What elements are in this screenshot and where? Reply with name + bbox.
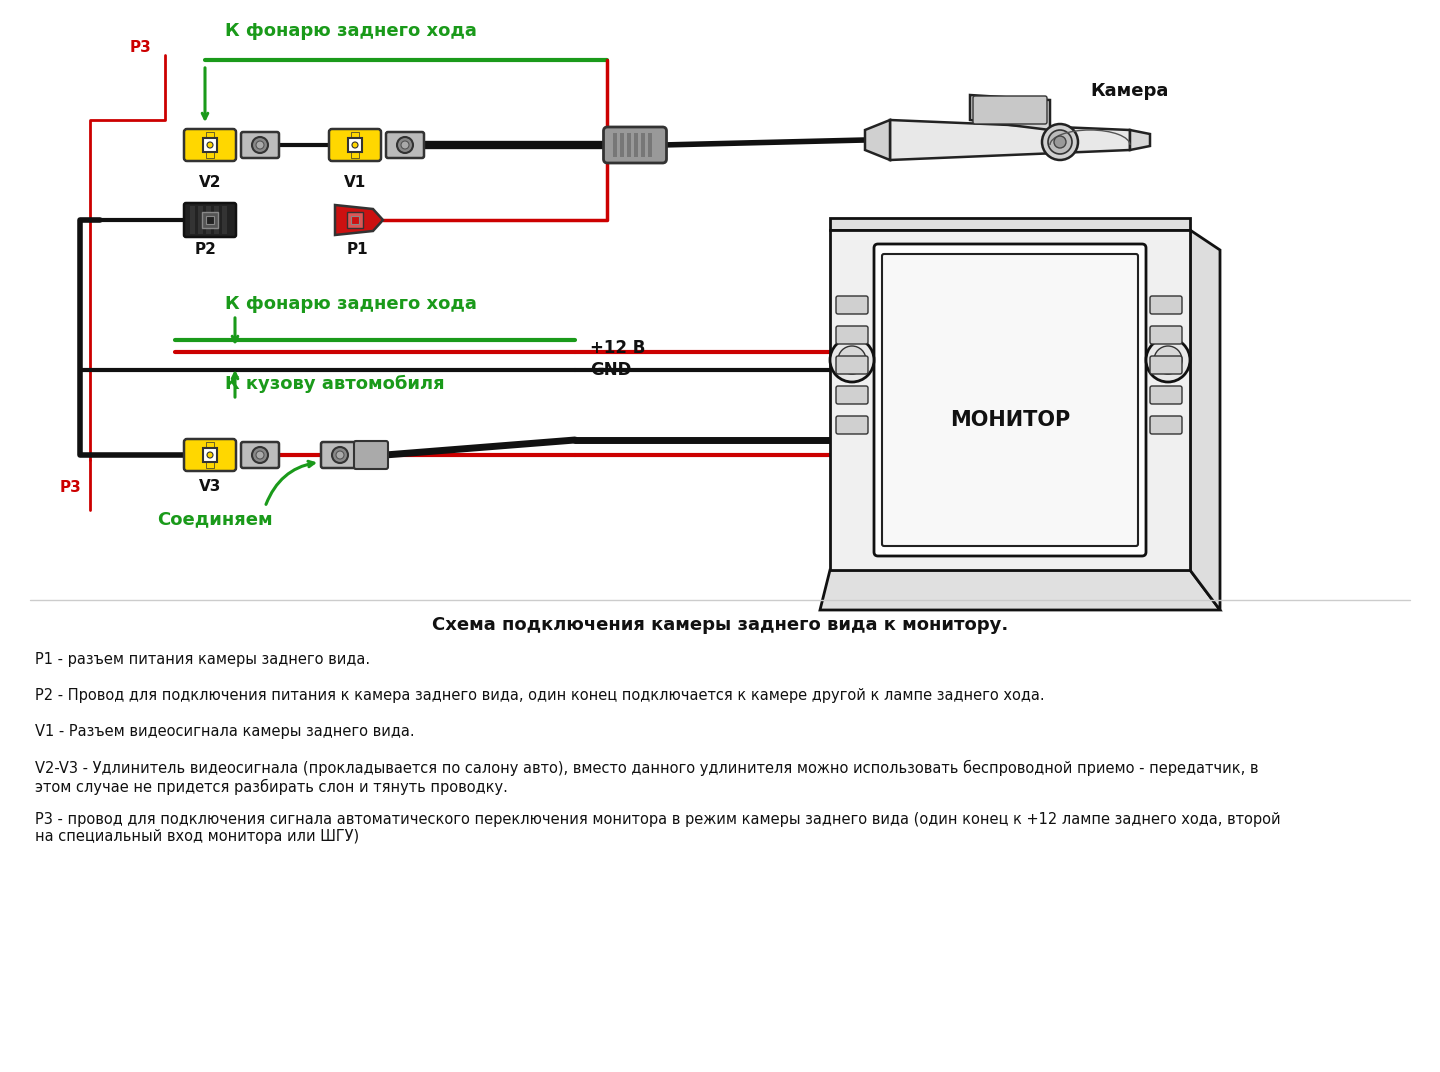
Bar [206, 215, 215, 224]
Polygon shape [1130, 130, 1151, 150]
Circle shape [1048, 130, 1071, 154]
Text: Камера: Камера [1092, 81, 1169, 100]
Text: V3: V3 [199, 479, 222, 494]
Bar [626, 133, 631, 157]
FancyBboxPatch shape [240, 132, 279, 158]
Bar [202, 212, 217, 228]
Circle shape [400, 142, 409, 149]
Text: V1: V1 [344, 175, 366, 190]
FancyBboxPatch shape [321, 442, 359, 468]
Text: P2 - Провод для подключения питания к камера заднего вида, один конец подключает: P2 - Провод для подключения питания к ка… [35, 688, 1044, 703]
Text: P3: P3 [60, 480, 82, 495]
Bar [206, 206, 212, 234]
FancyBboxPatch shape [1151, 386, 1182, 404]
Text: Схема подключения камеры заднего вида к монитору.: Схема подключения камеры заднего вида к … [432, 616, 1008, 634]
Text: GND: GND [590, 361, 631, 379]
Circle shape [1054, 136, 1066, 148]
FancyBboxPatch shape [837, 386, 868, 404]
Bar [222, 206, 228, 234]
Bar [829, 218, 1189, 230]
Circle shape [1043, 124, 1079, 160]
FancyBboxPatch shape [1151, 326, 1182, 344]
Bar [351, 215, 359, 224]
Circle shape [829, 338, 874, 382]
Text: V2-V3 - Удлинитель видеосигнала (прокладывается по салону авто), вместо данного : V2-V3 - Удлинитель видеосигнала (проклад… [35, 760, 1259, 795]
Text: К фонарю заднего хода: К фонарю заднего хода [225, 23, 477, 40]
Circle shape [1146, 338, 1189, 382]
Text: P1 - разъем питания камеры заднего вида.: P1 - разъем питания камеры заднего вида. [35, 652, 370, 667]
Text: Соединяем: Соединяем [157, 510, 272, 528]
FancyBboxPatch shape [184, 203, 236, 237]
Polygon shape [890, 120, 1130, 160]
FancyBboxPatch shape [328, 129, 382, 161]
FancyBboxPatch shape [603, 126, 667, 163]
FancyBboxPatch shape [837, 356, 868, 374]
FancyBboxPatch shape [184, 440, 236, 471]
FancyBboxPatch shape [386, 132, 423, 158]
FancyBboxPatch shape [837, 296, 868, 314]
FancyBboxPatch shape [837, 326, 868, 344]
FancyBboxPatch shape [1151, 416, 1182, 434]
Circle shape [252, 447, 268, 463]
Text: V1 - Разъем видеосигнала камеры заднего вида.: V1 - Разъем видеосигнала камеры заднего … [35, 724, 415, 739]
Circle shape [1153, 346, 1182, 374]
Bar [215, 206, 219, 234]
Circle shape [351, 142, 359, 148]
Circle shape [256, 451, 264, 459]
Circle shape [207, 452, 213, 458]
Text: P2: P2 [194, 242, 217, 257]
Bar [199, 206, 203, 234]
Polygon shape [971, 95, 1050, 130]
Circle shape [252, 137, 268, 153]
Bar [206, 442, 215, 468]
Bar [348, 138, 361, 152]
Text: P3: P3 [130, 40, 151, 55]
FancyBboxPatch shape [184, 129, 236, 161]
Polygon shape [336, 205, 383, 235]
Text: МОНИТОР: МОНИТОР [950, 410, 1070, 430]
Circle shape [397, 137, 413, 153]
Text: К фонарю заднего хода: К фонарю заднего хода [225, 295, 477, 313]
Text: +12 В: +12 В [590, 339, 645, 357]
Polygon shape [819, 570, 1220, 610]
Text: Р3 - провод для подключения сигнала автоматического переключения монитора в режи: Р3 - провод для подключения сигнала авто… [35, 812, 1280, 845]
FancyBboxPatch shape [973, 96, 1047, 124]
FancyBboxPatch shape [1151, 356, 1182, 374]
Polygon shape [865, 120, 890, 160]
Polygon shape [1189, 230, 1220, 610]
FancyBboxPatch shape [1151, 296, 1182, 314]
Bar [634, 133, 638, 157]
Bar [612, 133, 616, 157]
FancyBboxPatch shape [240, 442, 279, 468]
FancyBboxPatch shape [354, 441, 387, 470]
Bar [203, 448, 217, 462]
Text: К кузову автомобиля: К кузову автомобиля [225, 375, 445, 393]
FancyBboxPatch shape [881, 254, 1138, 546]
Circle shape [336, 451, 344, 459]
Bar [351, 132, 359, 158]
Bar [347, 212, 363, 228]
Bar [190, 206, 194, 234]
Bar [641, 133, 645, 157]
FancyBboxPatch shape [837, 416, 868, 434]
FancyBboxPatch shape [874, 244, 1146, 556]
Text: P1: P1 [346, 242, 367, 257]
Bar [206, 132, 215, 158]
Bar [619, 133, 624, 157]
Circle shape [256, 142, 264, 149]
Circle shape [207, 142, 213, 148]
Text: V2: V2 [199, 175, 222, 190]
Circle shape [333, 447, 348, 463]
Bar [203, 138, 217, 152]
Circle shape [838, 346, 865, 374]
FancyBboxPatch shape [829, 230, 1189, 570]
Bar [648, 133, 651, 157]
